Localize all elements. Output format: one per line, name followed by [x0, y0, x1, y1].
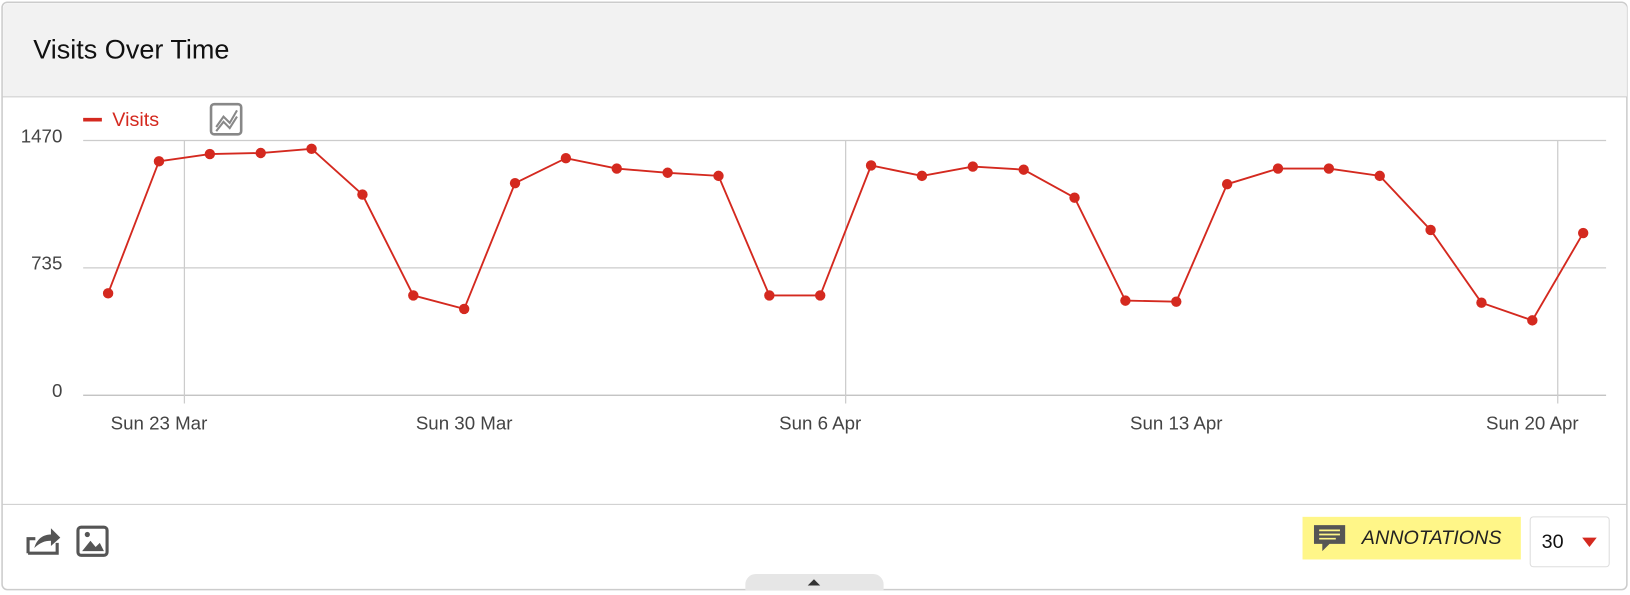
data-point	[1221, 178, 1233, 190]
data-point	[1018, 164, 1029, 175]
y-tick-label: 0	[52, 380, 62, 401]
data-point	[1323, 163, 1335, 174]
data-point	[560, 153, 572, 164]
data-point	[458, 303, 470, 315]
data-point	[408, 290, 419, 301]
icon-glyph[interactable]	[82, 540, 104, 552]
data-point	[764, 290, 775, 301]
x-tick-label: Sun 23 Mar	[111, 412, 208, 433]
select-arrow[interactable]	[1582, 537, 1597, 547]
image-export-icon[interactable]	[76, 525, 109, 557]
icon-glyph[interactable]	[84, 531, 90, 538]
data-point	[1120, 295, 1131, 306]
legend-label: Visits	[112, 109, 159, 131]
icon-glyph[interactable]	[1319, 529, 1340, 540]
plot: 0 735 1470 Sun 23 Mar Sun 30 Mar Sun 6 Apr Sun…	[21, 109, 1607, 433]
data-point	[1476, 297, 1487, 308]
data-point	[1527, 315, 1538, 326]
annotations-button[interactable]: ANNOTATIONS	[1302, 516, 1521, 560]
data-point	[357, 189, 368, 200]
icon-glyph[interactable]	[215, 109, 238, 132]
select-value[interactable]: 30	[1542, 531, 1564, 553]
data-point	[1374, 170, 1385, 182]
widget-header	[3, 3, 1627, 97]
x-tick-label: Sun 6 Apr	[779, 412, 861, 433]
data-point	[1171, 296, 1182, 307]
tab-arrow[interactable]	[807, 579, 821, 586]
icon-glyph[interactable]	[34, 528, 61, 549]
data-point	[1425, 224, 1436, 236]
data-point	[916, 170, 928, 182]
chart-type-icon[interactable]	[209, 102, 243, 136]
x-tick-label: Sun 13 Apr	[1130, 412, 1223, 433]
x-tick-label: Sun 20 Apr	[1486, 412, 1579, 433]
data-point	[865, 160, 877, 171]
x-tick-label: Sun 30 Mar	[416, 412, 513, 433]
annotations-label[interactable]: ANNOTATIONS	[1361, 527, 1502, 549]
series-line	[107, 147, 1584, 322]
period-select[interactable]: 30	[1529, 516, 1610, 568]
icon-glyph[interactable]	[26, 537, 59, 555]
data-point	[1577, 227, 1589, 239]
data-point	[815, 290, 826, 301]
data-point	[204, 148, 216, 160]
y-tick-label: 1470	[21, 125, 63, 146]
select-box[interactable]	[1529, 516, 1610, 568]
data-point	[102, 288, 114, 299]
data-point	[967, 161, 979, 172]
data-point	[611, 163, 622, 174]
data-point	[713, 170, 724, 182]
data-point	[509, 177, 521, 189]
data-point	[662, 167, 673, 178]
widget-title: Visits Over Time	[33, 34, 229, 64]
y-tick-label: 735	[31, 253, 62, 274]
data-point	[255, 147, 266, 159]
data-point	[306, 143, 317, 155]
collapse-tab[interactable]	[745, 574, 884, 591]
data-point	[153, 156, 165, 167]
data-point	[1069, 192, 1080, 203]
share-icon[interactable]	[26, 528, 61, 555]
data-point	[1272, 163, 1284, 174]
